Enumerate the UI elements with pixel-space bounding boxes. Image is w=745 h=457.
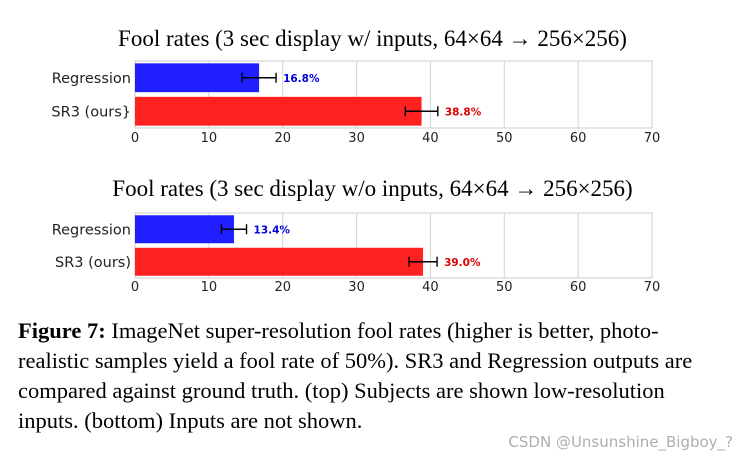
x-tick-label: 0 (131, 131, 139, 146)
chart-bottom: Fool rates (3 sec display w/o inputs, 64… (0, 160, 745, 310)
bar (135, 215, 234, 244)
bar (135, 247, 424, 276)
data-label: 39.0% (444, 257, 481, 269)
x-tick-label: 50 (496, 131, 513, 146)
x-tick-label: 70 (644, 131, 661, 146)
plot-frame (134, 60, 653, 129)
plot-frame (134, 212, 653, 279)
data-label: 16.8% (283, 73, 320, 85)
x-tick-label: 20 (274, 280, 291, 295)
category-label: SR3 (ours} (51, 104, 131, 120)
chart-title: Fool rates (3 sec display w/ inputs, 64×… (118, 26, 627, 51)
caption-text: ImageNet super-resolution fool rates (hi… (18, 318, 693, 433)
chart-plot: 0 10 20 30 40 50 60 70 Regression 13.4% SR3 (ours)… (52, 212, 661, 295)
x-tick-label: 50 (496, 280, 513, 295)
x-tick-label: 60 (570, 280, 587, 295)
chart-title: Fool rates (3 sec display w/o inputs, 64… (112, 176, 633, 201)
chart-plot: 0 10 20 30 40 50 60 70 Regression 16.8% SR3 (ours}… (51, 60, 661, 146)
bar (135, 63, 260, 93)
data-label: 38.8% (445, 106, 482, 118)
category-label: Regression (52, 71, 131, 87)
bar (135, 96, 422, 126)
x-tick-label: 30 (348, 280, 365, 295)
x-tick-label: 40 (422, 131, 439, 146)
data-label: 13.4% (254, 224, 291, 236)
chart-top: Fool rates (3 sec display w/ inputs, 64×… (0, 0, 745, 160)
category-label: SR3 (ours) (55, 255, 131, 271)
figure-caption: Figure 7: ImageNet super-resolution fool… (18, 316, 718, 436)
x-tick-label: 20 (274, 131, 291, 146)
caption-label: Figure 7: (18, 318, 106, 343)
x-tick-label: 60 (570, 131, 587, 146)
x-tick-label: 0 (131, 280, 139, 295)
x-tick-label: 40 (422, 280, 439, 295)
x-tick-label: 10 (201, 131, 218, 146)
category-label: Regression (52, 222, 131, 238)
x-tick-label: 70 (644, 280, 661, 295)
x-tick-label: 10 (201, 280, 218, 295)
x-tick-label: 30 (348, 131, 365, 146)
watermark: CSDN @Unsunshine_Bigboy_? (508, 433, 733, 451)
